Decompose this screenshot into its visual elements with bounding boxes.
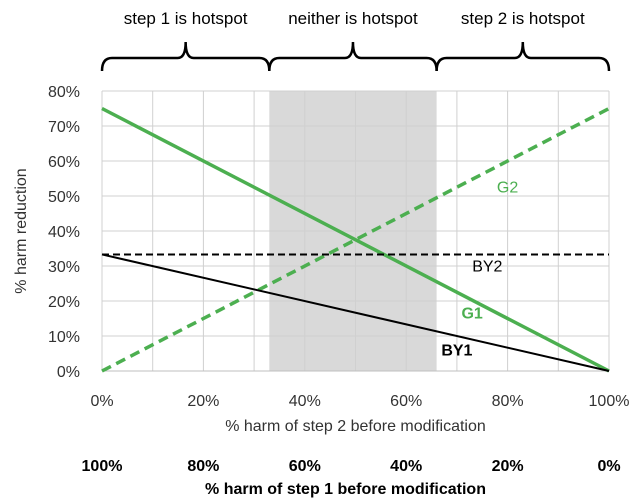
region-label: neither is hotspot xyxy=(288,9,418,28)
series-label-g2: G2 xyxy=(497,180,518,197)
hotspot-regions: step 1 is hotspot neither is hotspot step … xyxy=(100,9,611,72)
secondary-x-tick-label: 20% xyxy=(492,458,524,475)
secondary-x-tick-label: 100% xyxy=(82,458,123,475)
plot-area: G1 G2 BY1 BY2 xyxy=(101,90,610,373)
y-axis-title: % harm reduction xyxy=(13,168,30,293)
y-tick-label: 80% xyxy=(48,84,80,101)
x-axis-title: % harm of step 2 before modification xyxy=(225,418,486,435)
secondary-x-tick-label: 0% xyxy=(597,458,620,475)
x-tick-label: 0% xyxy=(90,393,113,410)
series-label-g1: G1 xyxy=(461,306,482,323)
series-line-g1 xyxy=(101,106,610,373)
series-line-by1 xyxy=(101,253,610,372)
region-label: step 1 is hotspot xyxy=(124,9,248,28)
x-tick-label: 20% xyxy=(187,393,219,410)
x-tick-label: 60% xyxy=(390,393,422,410)
secondary-x-tick-label: 60% xyxy=(289,458,321,475)
y-tick-label: 50% xyxy=(48,189,80,206)
y-tick-label: 40% xyxy=(48,224,80,241)
axes: 0% 10% 20% 30% 40% 50% 60% 70% 80% 0% 20% 40% 60% 80%… xyxy=(48,84,629,410)
y-tick-label: 60% xyxy=(48,154,80,171)
y-tick-label: 30% xyxy=(48,259,80,276)
x-tick-label: 100% xyxy=(589,393,630,410)
series-label-by2: BY2 xyxy=(472,258,502,275)
y-tick-label: 0% xyxy=(57,364,80,381)
secondary-x-axis: 100% 80% 60% 40% 20% 0% xyxy=(82,458,621,475)
x-tick-label: 40% xyxy=(289,393,321,410)
y-tick-label: 10% xyxy=(48,329,80,346)
region-brace xyxy=(435,41,611,72)
series-label-by1: BY1 xyxy=(441,342,472,359)
y-tick-label: 20% xyxy=(48,294,80,311)
region-brace xyxy=(268,41,438,72)
region-label: step 2 is hotspot xyxy=(461,9,585,28)
secondary-x-tick-label: 40% xyxy=(390,458,422,475)
secondary-x-axis-title: % harm of step 1 before modification xyxy=(205,481,486,498)
y-tick-label: 70% xyxy=(48,119,80,136)
region-brace xyxy=(100,41,271,72)
secondary-x-tick-label: 80% xyxy=(187,458,219,475)
x-tick-label: 80% xyxy=(492,393,524,410)
